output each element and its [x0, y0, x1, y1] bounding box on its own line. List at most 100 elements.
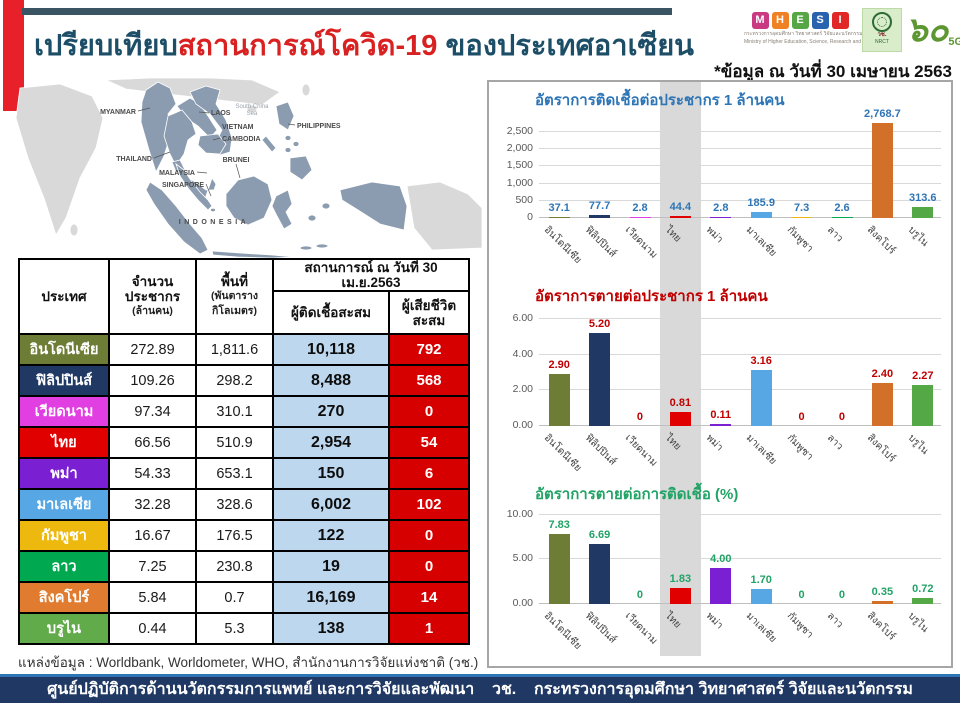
- mhesi-letter-i: I: [831, 12, 849, 29]
- x-axis-label-philippines: ฟิลิปปินส์: [582, 610, 618, 646]
- country-cell: ไทย: [18, 426, 110, 459]
- bar-malaysia: [750, 211, 772, 218]
- map-mindanao: [289, 155, 313, 181]
- bar-value-label: 3.16: [750, 354, 772, 367]
- gridline: [539, 603, 941, 604]
- deaths-cell: 54: [388, 426, 470, 459]
- population-cell: 272.89: [108, 333, 197, 366]
- map-label-brunei: BRUNEI: [223, 157, 250, 164]
- bar-thailand: [669, 216, 691, 218]
- y-axis-tick: 2.00: [512, 383, 533, 396]
- table-header-population: จำนวน ประชากร (ล้านคน): [108, 258, 197, 335]
- map-label-indonesia: INDONESIA: [179, 219, 249, 226]
- area-cell: 328.6: [195, 488, 274, 521]
- x-axis-label-myanmar: พม่า: [703, 610, 725, 632]
- x-axis-label-myanmar: พม่า: [703, 432, 725, 454]
- gridline: [539, 148, 941, 150]
- country-cell: เวียดนาม: [18, 395, 110, 428]
- map-singapore: [210, 207, 216, 213]
- nrct-label-en: NRCT: [875, 39, 889, 45]
- y-axis-tick: 6.00: [512, 311, 533, 324]
- source-note: แหล่งข้อมูล : Worldbank, Worldometer, WH…: [18, 655, 479, 670]
- gridline: [539, 389, 941, 391]
- bar-value-label: 0: [636, 589, 644, 601]
- x-axis-label-vietnam: เวียดนาม: [622, 432, 660, 469]
- area-cell: 653.1: [195, 457, 274, 490]
- table-header-cases: ผู้ติดเชื้อสะสม: [272, 290, 390, 335]
- x-axis-label-thailand: ไทย: [663, 610, 684, 631]
- map-label-singapore: SINGAPORE: [162, 182, 204, 189]
- country-cell: พม่า: [18, 457, 110, 490]
- map-papua-west: [339, 181, 408, 231]
- anniversary-5g-label: 5G: [948, 36, 960, 49]
- gridline: [539, 353, 941, 355]
- country-cell: สิงคโปร์: [18, 581, 110, 614]
- country-cell: บรูไน: [18, 612, 110, 645]
- bar-value-label: 0: [798, 589, 805, 601]
- chart-death-rate-per-million: อัตราการตายต่อประชากร 1 ล้านคน 0.00 2.00 4.…: [497, 276, 943, 474]
- y-axis-tick: 10.00: [506, 507, 533, 520]
- bar-myanmar: [710, 216, 732, 218]
- y-axis-tick: 1,000: [506, 176, 533, 189]
- country-cell: มาเลเซีย: [18, 488, 110, 521]
- cases-cell: 10,118: [272, 333, 390, 366]
- table-header-country: ประเทศ: [18, 258, 110, 335]
- bar-thailand: [669, 411, 691, 426]
- bar-thailand: [669, 587, 691, 604]
- table-row-myanmar: พม่า 54.33 653.1 150 6: [18, 457, 470, 490]
- gridline: [539, 217, 941, 218]
- deaths-cell: 792: [388, 333, 470, 366]
- x-axis-label-philippines: ฟิลิปปินส์: [582, 432, 618, 468]
- bar-value-label: 0.35: [871, 585, 894, 598]
- cases-cell: 122: [272, 519, 390, 552]
- table-row-indonesia: อินโดนีเซีย 272.89 1,811.6 10,118 792: [18, 333, 470, 366]
- x-axis-label-indonesia: อินโดนีเซีย: [541, 224, 584, 266]
- gridline: [539, 130, 941, 132]
- cases-cell: 6,002: [272, 488, 390, 521]
- mhesi-letter-s: S: [811, 12, 829, 29]
- map-palawan: [261, 135, 277, 153]
- bar-value-label: 0.81: [669, 396, 692, 409]
- anniversary-number: ๖๐: [906, 11, 949, 49]
- bar-value-label: 2,768.7: [864, 107, 901, 120]
- bar-value-label: 1.83: [669, 572, 692, 585]
- bar-brunei: [912, 207, 934, 218]
- x-axis-label-malaysia: มาเลเซีย: [743, 610, 779, 645]
- bar-value-label: 1.70: [750, 573, 772, 586]
- country-cell: กัมพูชา: [18, 519, 110, 552]
- x-axis-label-philippines: ฟิลิปปินส์: [582, 224, 618, 260]
- x-axis-label-vietnam: เวียดนาม: [622, 610, 660, 647]
- deaths-cell: 0: [388, 395, 470, 428]
- mhesi-letter-e: E: [791, 12, 809, 29]
- bar-value-label: 0: [838, 411, 846, 423]
- map-cambodia: [197, 133, 227, 155]
- title-part3: ของประเทศอาเซียน: [437, 30, 695, 62]
- deaths-cell: 1: [388, 612, 470, 645]
- left-red-accent-bar: [3, 0, 24, 111]
- deaths-cell: 6: [388, 457, 470, 490]
- bar-value-label: 2.27: [912, 370, 934, 383]
- map-borneo: [225, 175, 273, 226]
- population-cell: 66.56: [108, 426, 197, 459]
- bar-indonesia: [548, 534, 570, 604]
- chart-title: อัตราการตายต่อการติดเชื้อ (%): [535, 486, 739, 503]
- bar-indonesia: [548, 216, 570, 218]
- bar-malaysia: [750, 588, 772, 604]
- table-row-philippines: ฟิลิปปินส์ 109.26 298.2 8,488 568: [18, 364, 470, 397]
- bar-cambodia: [791, 216, 813, 218]
- bar-value-label: 313.6: [909, 192, 937, 205]
- bar-value-label: 7.3: [793, 201, 810, 214]
- title-underline-bar: [22, 8, 672, 15]
- map-label-philippines: PHILIPPINES: [297, 123, 341, 130]
- bar-value-label: 0.11: [710, 409, 732, 422]
- cases-cell: 2,954: [272, 426, 390, 459]
- bar-philippines: [589, 544, 611, 604]
- map-java: [211, 250, 295, 258]
- bar-value-label: 77.7: [588, 200, 611, 213]
- country-cell: อินโดนีเซีย: [18, 333, 110, 366]
- area-cell: 0.7: [195, 581, 274, 614]
- bar-value-label: 4.00: [710, 553, 732, 566]
- population-cell: 32.28: [108, 488, 197, 521]
- chart-plot-area: 0.00 5.00 10.00 7.83 6.69 0 1.83 4.00 1.70 0 0 0.35…: [497, 506, 943, 609]
- area-cell: 298.2: [195, 364, 274, 397]
